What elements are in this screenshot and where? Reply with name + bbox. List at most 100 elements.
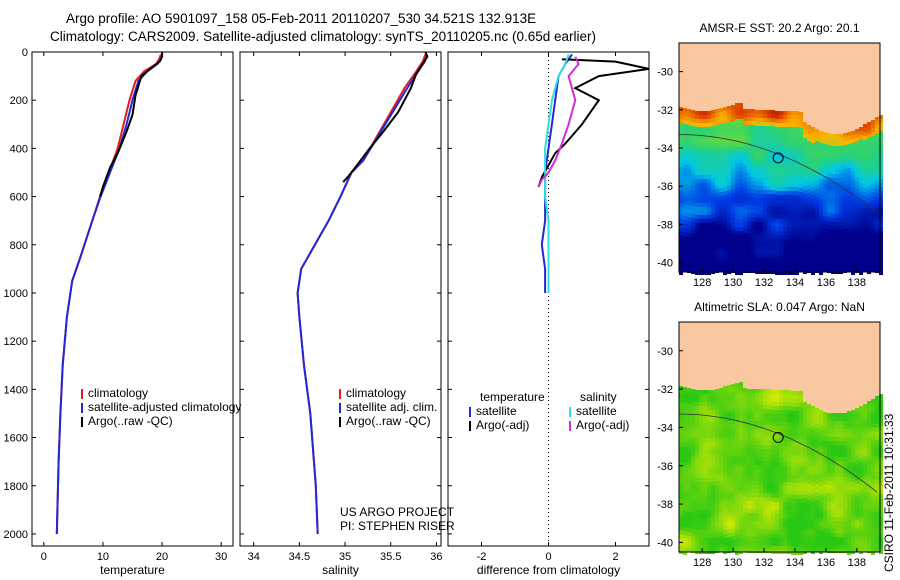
sst-map-ocean-cell [775,191,779,195]
sla-map-ocean-cell [855,528,859,532]
sla-map-ocean-cell [699,426,703,430]
sst-map-ocean-cell [803,154,807,158]
sst-map-ocean-cell [763,258,767,262]
sla-map-ocean-cell [687,484,691,488]
sla-map-ocean-cell [811,410,815,414]
sla-map-ocean-cell [751,405,755,409]
sst-map-ocean-cell [759,158,763,162]
sla-map-ocean-cell [803,546,807,550]
sla-map-ocean-cell [839,549,843,553]
sla-map-ocean-cell [799,447,803,451]
sla-map-ocean-cell [823,424,827,428]
sst-map-ocean-cell [679,183,683,187]
sla-map-ocean-cell [859,430,863,434]
sla-map-ocean-cell [819,522,823,526]
sla-map-ocean-cell [679,470,683,474]
sst-map-ocean-cell [843,213,847,217]
sla-map-ocean-cell [803,498,807,502]
sla-map-ocean-cell [815,420,819,424]
sst-map-ocean-cell [875,249,879,253]
sla-map-ocean-cell [747,497,751,501]
sla-map-ocean-cell [739,394,743,398]
sst-map-ocean-cell [831,186,835,190]
sla-map-ocean-cell [851,466,855,470]
sst-map-ocean-cell [719,140,723,144]
sst-map-ocean-cell [703,251,707,255]
sst-map-ocean-cell [703,247,707,251]
sla-map-ocean-cell [799,415,803,419]
sla-map-ocean-cell [771,482,775,486]
sst-map-ocean-cell [723,187,727,191]
sst-map-ocean-cell [851,131,855,135]
sst-map-ocean-cell [867,190,871,194]
sst-map-ocean-cell [771,194,775,198]
sla-map-ocean-cell [847,531,851,535]
sst-map-ocean-cell [715,109,719,113]
sla-map-ocean-cell [711,390,715,394]
sst-map-ocean-cell [799,132,803,136]
sla-map-ocean-cell [707,542,711,546]
sla-map-ocean-cell [871,531,875,535]
sla-map-ocean-cell [787,482,791,486]
sla-map-ocean-cell [747,533,751,537]
sst-map-ocean-cell [859,187,863,191]
sst-map-ocean-cell [811,151,815,155]
sla-map-ocean-cell [711,426,715,430]
sst-map-ocean-cell [747,221,751,225]
sla-map-ocean-cell [851,538,855,542]
sla-map-ocean-cell [731,512,735,516]
sla-map-ocean-cell [755,429,759,433]
sst-map-ocean-cell [691,126,695,130]
sst-map-ocean-cell [751,201,755,205]
sla-map-ocean-cell [699,462,703,466]
sst-map-ocean-cell [791,135,795,139]
sla-map-ocean-cell [727,441,731,445]
sst-map-ocean-cell [691,122,695,126]
sst-map-xtick-label: 128 [693,277,711,289]
sst-map-ocean-cell [811,219,815,223]
figure-title-line2: Climatology: CARS2009. Satellite-adjuste… [50,29,597,44]
sst-map-ocean-cell [831,230,835,234]
sla-map-ocean-cell [679,514,683,518]
sst-map-ocean-cell [719,192,723,196]
sla-map-ocean-cell [715,397,719,401]
sst-map-ocean-cell [687,265,691,269]
sla-map-ocean-cell [707,490,711,494]
sst-map-ocean-cell [711,166,715,170]
sla-map-ocean-cell [831,545,835,549]
sst-map-ocean-cell [839,222,843,226]
sst-map-ocean-cell [823,208,827,212]
sla-map-ocean-cell [759,477,763,481]
sla-map-ocean-cell [751,477,755,481]
sst-map-ocean-cell [875,117,879,121]
sst-map-ocean-cell [799,224,803,228]
sst-map-ocean-cell [743,237,747,241]
sla-map-ocean-cell [779,506,783,510]
sst-map-ocean-cell [823,164,827,168]
sst-map-ocean-cell [759,266,763,270]
sla-map-ocean-cell [727,421,731,425]
sla-map-ocean-cell [739,482,743,486]
sla-map-ocean-cell [723,398,727,402]
sla-map-ocean-cell [871,447,875,451]
sst-map-ocean-cell [839,178,843,182]
sst-map-ocean-cell [823,180,827,184]
sst-map-ocean-cell [771,158,775,162]
sst-map-ocean-cell [731,177,735,181]
sst-map-ocean-cell [795,247,799,251]
sla-map-ocean-cell [727,445,731,449]
sst-map-ocean-cell [759,130,763,134]
sla-map-ocean-cell [715,489,719,493]
sla-map-ocean-cell [799,391,803,395]
sla-map-ocean-cell [871,419,875,423]
sla-map-ocean-cell [847,495,851,499]
sla-map-ocean-cell [795,423,799,427]
sst-map-ocean-cell [727,246,731,250]
sst-map-ocean-cell [823,240,827,244]
sst-map-ocean-cell [683,144,687,148]
sst-map-ocean-cell [839,134,843,138]
sst-map-ocean-cell [831,166,835,170]
sla-map-ocean-cell [747,545,751,549]
sst-map-ocean-cell [739,231,743,235]
sst-map-ocean-cell [731,129,735,133]
